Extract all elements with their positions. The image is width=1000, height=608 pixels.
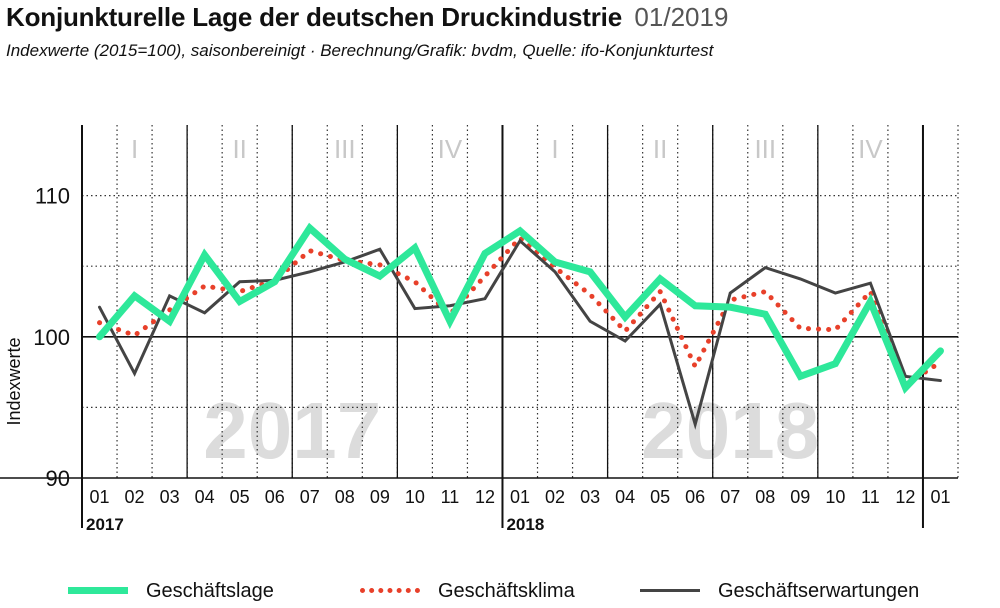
x-tick-label: 08 xyxy=(755,487,775,507)
x-tick-label: 11 xyxy=(861,487,880,507)
x-tick-label: 09 xyxy=(370,487,390,507)
x-tick-label: 02 xyxy=(125,487,145,507)
x-tick-label: 12 xyxy=(895,487,915,507)
x-tick-label: 04 xyxy=(615,487,635,507)
x-tick-label: 01 xyxy=(90,487,110,507)
x-tick-label: 06 xyxy=(685,487,705,507)
watermark-year-2018: 2018 xyxy=(641,386,819,475)
quarter-label: III xyxy=(754,134,776,164)
legend-swatch-geschaeftslage xyxy=(68,587,128,594)
x-tick-label: 03 xyxy=(580,487,600,507)
chart-date: 01/2019 xyxy=(634,2,729,32)
x-tick-label: 03 xyxy=(160,487,180,507)
quarter-label: IV xyxy=(858,134,883,164)
series-line-geschäftserwartungen xyxy=(98,238,942,430)
y-tick-label: 90 xyxy=(46,466,70,491)
x-tick-label: 09 xyxy=(790,487,810,507)
series-line-geschäftsklima xyxy=(97,234,943,389)
x-tick-label: 04 xyxy=(195,487,215,507)
x-tick-label: 06 xyxy=(265,487,285,507)
x-tick-label: 01 xyxy=(510,487,530,507)
legend-label-geschaeftslage: Geschäftslage xyxy=(146,580,274,602)
x-tick-label: 11 xyxy=(441,487,460,507)
legend-label-geschaeftsklima: Geschäftsklima xyxy=(438,580,575,602)
quarter-label: IV xyxy=(438,134,463,164)
y-tick-label: 100 xyxy=(33,325,70,350)
y-tick-label: 110 xyxy=(35,184,70,209)
x-tick-label: 12 xyxy=(475,487,495,507)
x-tick-label: 07 xyxy=(300,487,320,507)
legend-swatch-geschaeftsklima xyxy=(360,588,420,593)
x-tick-label: 10 xyxy=(825,487,845,507)
x-tick-label: 01 xyxy=(930,487,950,507)
chart-header: Konjunkturelle Lage der deutschen Drucki… xyxy=(6,2,728,33)
x-tick-label: 05 xyxy=(650,487,670,507)
quarter-label: I xyxy=(131,134,138,164)
y-axis-label: Indexwerte xyxy=(4,337,24,425)
legend-label-geschaeftserwartungen: Geschäftserwartungen xyxy=(718,580,920,602)
year-label-2018: 2018 xyxy=(506,515,544,534)
legend: Geschäftslage Geschäftsklima Geschäftser… xyxy=(0,578,1000,608)
x-tick-label: 05 xyxy=(230,487,250,507)
x-tick-label: 02 xyxy=(545,487,565,507)
quarter-label: I xyxy=(551,134,558,164)
chart-subtitle: Indexwerte (2015=100), saisonbereinigt ·… xyxy=(6,41,714,60)
x-tick-label: 07 xyxy=(720,487,740,507)
year-label-2017: 2017 xyxy=(86,515,124,534)
quarter-label: II xyxy=(232,134,246,164)
x-tick-label: 10 xyxy=(405,487,425,507)
x-tick-label: 08 xyxy=(335,487,355,507)
chart-title: Konjunkturelle Lage der deutschen Drucki… xyxy=(6,2,622,32)
series-line-geschäftslage xyxy=(96,222,944,394)
quarter-label: II xyxy=(653,134,667,164)
legend-swatch-geschaeftserwartungen xyxy=(640,589,700,592)
quarter-label: III xyxy=(334,134,356,164)
